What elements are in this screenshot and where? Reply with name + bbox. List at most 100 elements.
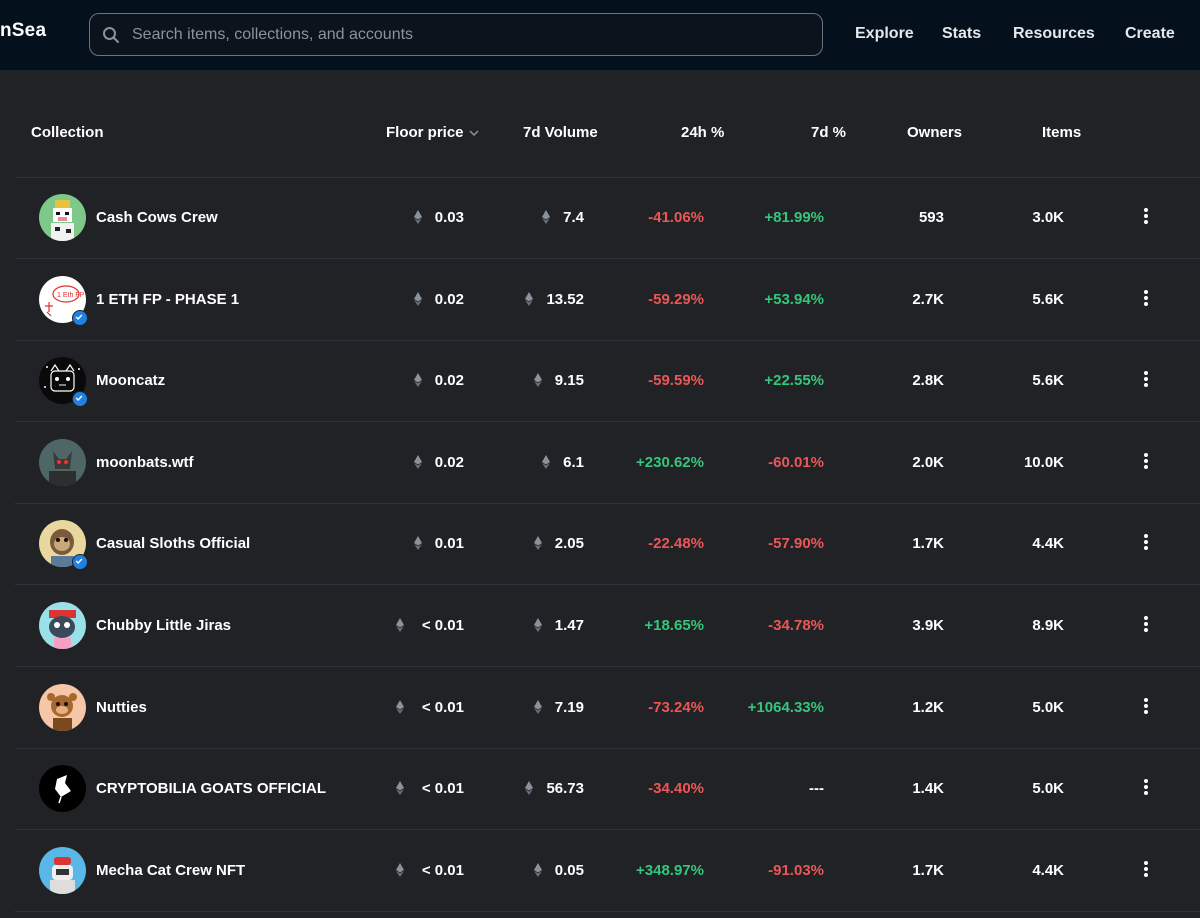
collection-name[interactable]: 1 ETH FP - PHASE 1 xyxy=(96,290,240,308)
change-7d-value: +81.99% xyxy=(764,209,824,226)
items-value: 4.4K xyxy=(1032,861,1064,879)
more-vertical-icon[interactable] xyxy=(1141,452,1151,473)
change-24h-value: -59.29% xyxy=(648,290,704,308)
more-vertical-icon[interactable] xyxy=(1141,208,1151,228)
change-7d-value: +22.55% xyxy=(764,372,824,390)
table-row[interactable]: Mooncatz 0.02 9.15 -59.59% +22.55% 2.8K 5.6K xyxy=(15,341,1200,423)
nav-resources[interactable]: Resources xyxy=(1013,25,1095,42)
chevron-down-icon xyxy=(468,129,479,136)
table-row[interactable]: CRYPTOBILIA GOATS OFFICIAL < 0.01 56.73 -34… xyxy=(15,749,1200,831)
search-input[interactable] xyxy=(130,14,794,56)
verified-check-icon xyxy=(72,554,88,571)
more-vertical-icon[interactable] xyxy=(1141,289,1151,310)
floor-price-value: 0.03 xyxy=(434,209,464,226)
eth-icon xyxy=(396,781,405,796)
eth-icon xyxy=(396,862,405,877)
more-vertical-icon[interactable] xyxy=(1141,616,1151,636)
column-header-collection: Collection xyxy=(31,124,104,141)
svg-text:1 Eth FP: 1 Eth FP xyxy=(57,292,85,299)
items-value: 5.6K xyxy=(1032,372,1064,390)
items-value: 4.4K xyxy=(1032,535,1064,553)
items-value: 5.0K xyxy=(1032,698,1064,716)
more-vertical-icon[interactable] xyxy=(1141,697,1151,718)
eth-icon xyxy=(542,210,551,224)
column-header-7d-change[interactable]: 7d % xyxy=(811,124,847,141)
table-row[interactable]: Cash Cows Crew 0.03 7.4 -41.06% +81.99% 593 3.… xyxy=(15,178,1200,259)
items-value: 5.0K xyxy=(1032,780,1064,798)
change-7d-value: +1064.33% xyxy=(747,698,824,716)
floor-price-value: 0.02 xyxy=(434,290,464,308)
table-row[interactable]: Casual Sloths Official 0.01 2.05 -22.48% -57… xyxy=(15,504,1200,586)
collection-name[interactable]: moonbats.wtf xyxy=(96,453,194,471)
more-vertical-icon[interactable] xyxy=(1141,860,1151,881)
table-row[interactable]: Chubby Little Jiras < 0.01 1.47 +18.65% -34.… xyxy=(15,586,1200,667)
volume-7d-value: 9.15 xyxy=(554,372,584,390)
column-header-floor-price-label: Floor price xyxy=(386,124,464,141)
volume-7d-value: 7.19 xyxy=(554,698,584,716)
collection-name[interactable]: Chubby Little Jiras xyxy=(96,617,232,634)
collection-name[interactable]: CRYPTOBILIA GOATS OFFICIAL xyxy=(96,780,326,798)
owners-value: 593 xyxy=(918,209,944,226)
table-row[interactable]: Mecha Cat Crew NFT < 0.01 0.05 +348.97% -91.… xyxy=(15,831,1200,912)
eth-icon xyxy=(525,781,533,796)
volume-7d-value: 0.05 xyxy=(554,861,584,879)
column-header-24h-change[interactable]: 24h % xyxy=(681,124,725,141)
eth-icon xyxy=(525,291,533,306)
more-vertical-icon[interactable] xyxy=(1141,371,1151,391)
collection-name[interactable]: Mecha Cat Crew NFT xyxy=(96,861,246,879)
nav-create[interactable]: Create xyxy=(1125,25,1175,42)
change-7d-value: --- xyxy=(809,780,824,798)
change-24h-value: -73.24% xyxy=(648,698,704,716)
collection-name[interactable]: Mooncatz xyxy=(96,372,166,390)
collection-avatar xyxy=(39,683,86,731)
verified-check-icon xyxy=(72,391,88,408)
volume-7d-value: 56.73 xyxy=(546,780,584,798)
collection-name[interactable]: Casual Sloths Official xyxy=(96,535,251,553)
column-header-floor-price[interactable]: Floor price xyxy=(386,124,480,141)
more-vertical-icon[interactable] xyxy=(1141,779,1151,799)
table-row[interactable]: moonbats.wtf 0.02 6.1 +230.62% -60.01% 2.0K 10… xyxy=(15,423,1200,504)
volume-7d-value: 1.47 xyxy=(554,617,584,634)
floor-price-value: < 0.01 xyxy=(421,698,464,716)
collection-name[interactable]: Nutties xyxy=(96,698,147,716)
change-7d-value: -34.78% xyxy=(768,617,824,634)
change-7d-value: +53.94% xyxy=(764,290,824,308)
items-value: 8.9K xyxy=(1032,617,1064,634)
change-7d-value: -60.01% xyxy=(768,453,824,471)
column-header-items[interactable]: Items xyxy=(1042,124,1082,141)
eth-icon xyxy=(533,373,542,388)
nav-stats[interactable]: Stats xyxy=(942,25,982,42)
floor-price-value: < 0.01 xyxy=(421,617,464,634)
floor-price-value: 0.01 xyxy=(434,535,464,553)
column-header-7d-volume[interactable]: 7d Volume xyxy=(523,124,598,141)
eth-icon xyxy=(413,210,422,224)
eth-icon xyxy=(396,699,405,714)
collection-avatar xyxy=(39,846,86,894)
owners-value: 1.4K xyxy=(912,780,944,798)
change-24h-value: -34.40% xyxy=(648,780,704,798)
owners-value: 2.7K xyxy=(912,290,944,308)
eth-icon xyxy=(533,699,542,714)
change-24h-value: -41.06% xyxy=(648,209,704,226)
table-row[interactable]: 1 Eth FP 1 ETH FP - PHASE 1 0.02 13.52 -59.2… xyxy=(15,260,1200,341)
eth-icon xyxy=(542,454,551,469)
eth-icon xyxy=(413,291,422,306)
eth-icon xyxy=(533,536,542,551)
table-row[interactable]: Nutties < 0.01 7.19 -73.24% +1064.33% 1.2K 5.0… xyxy=(15,668,1200,749)
top-navigation-bar: nSea Explore Stats Resources Create xyxy=(0,0,1200,71)
column-header-owners[interactable]: Owners xyxy=(907,124,963,141)
change-24h-value: -22.48% xyxy=(648,535,704,553)
eth-icon xyxy=(396,618,405,632)
nav-explore[interactable]: Explore xyxy=(855,25,914,42)
logo[interactable]: nSea xyxy=(0,20,47,41)
search-bar[interactable] xyxy=(89,13,823,56)
collection-avatar xyxy=(39,765,86,813)
eth-icon xyxy=(413,536,422,551)
collection-avatar xyxy=(39,520,86,568)
more-vertical-icon[interactable] xyxy=(1141,534,1151,554)
floor-price-value: 0.02 xyxy=(434,453,464,471)
items-value: 5.6K xyxy=(1032,290,1064,308)
collection-name[interactable]: Cash Cows Crew xyxy=(96,209,218,226)
verified-check-icon xyxy=(72,309,88,326)
change-7d-value: -57.90% xyxy=(768,535,824,553)
